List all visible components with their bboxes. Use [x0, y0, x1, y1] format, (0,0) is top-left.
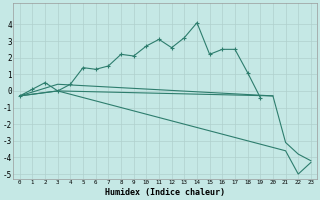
X-axis label: Humidex (Indice chaleur): Humidex (Indice chaleur) [105, 188, 225, 197]
